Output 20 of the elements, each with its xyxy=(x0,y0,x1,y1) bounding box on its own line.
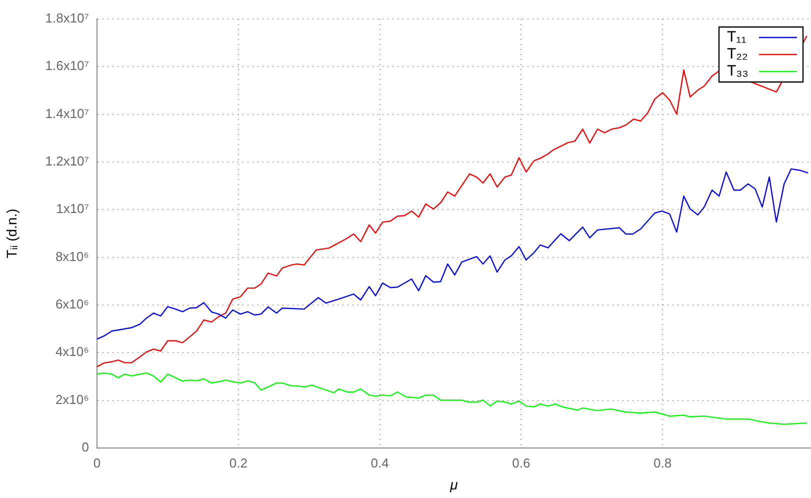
x-tick-label: 0.4 xyxy=(370,455,389,470)
y-tick-label: 0 xyxy=(82,440,89,455)
y-tick-label: 1.6x10⁷ xyxy=(45,58,90,74)
legend-label: T₂₂ xyxy=(727,46,748,63)
y-tick-label: 1x10⁷ xyxy=(56,201,90,216)
y-tick-label: 8x10⁶ xyxy=(55,248,89,264)
x-tick-label: 0.6 xyxy=(512,455,530,470)
y-tick-label: 6x10⁶ xyxy=(55,296,89,312)
x-tick-label: 0.2 xyxy=(229,455,248,470)
x-tick-label: 0 xyxy=(93,455,101,470)
y-axis-title: Tᵢᵢ (d.n.) xyxy=(3,208,20,258)
y-tick-label: 1.8x10⁷ xyxy=(45,10,90,26)
x-tick-label: 0.8 xyxy=(654,455,672,470)
y-tick-label: 1.2x10⁷ xyxy=(45,154,90,169)
x-axis-title: μ xyxy=(449,476,458,492)
legend-label: T₃₃ xyxy=(727,62,748,80)
legend-label: T₁₁ xyxy=(727,28,746,46)
y-tick-label: 4x10⁶ xyxy=(55,344,89,360)
y-tick-label: 1.4x10⁷ xyxy=(45,106,90,121)
y-tick-label: 2x10⁶ xyxy=(55,392,89,407)
